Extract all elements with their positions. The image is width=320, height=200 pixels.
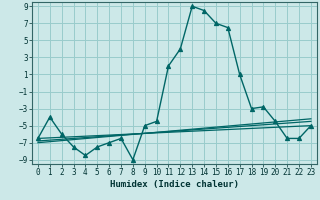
X-axis label: Humidex (Indice chaleur): Humidex (Indice chaleur) (110, 180, 239, 189)
